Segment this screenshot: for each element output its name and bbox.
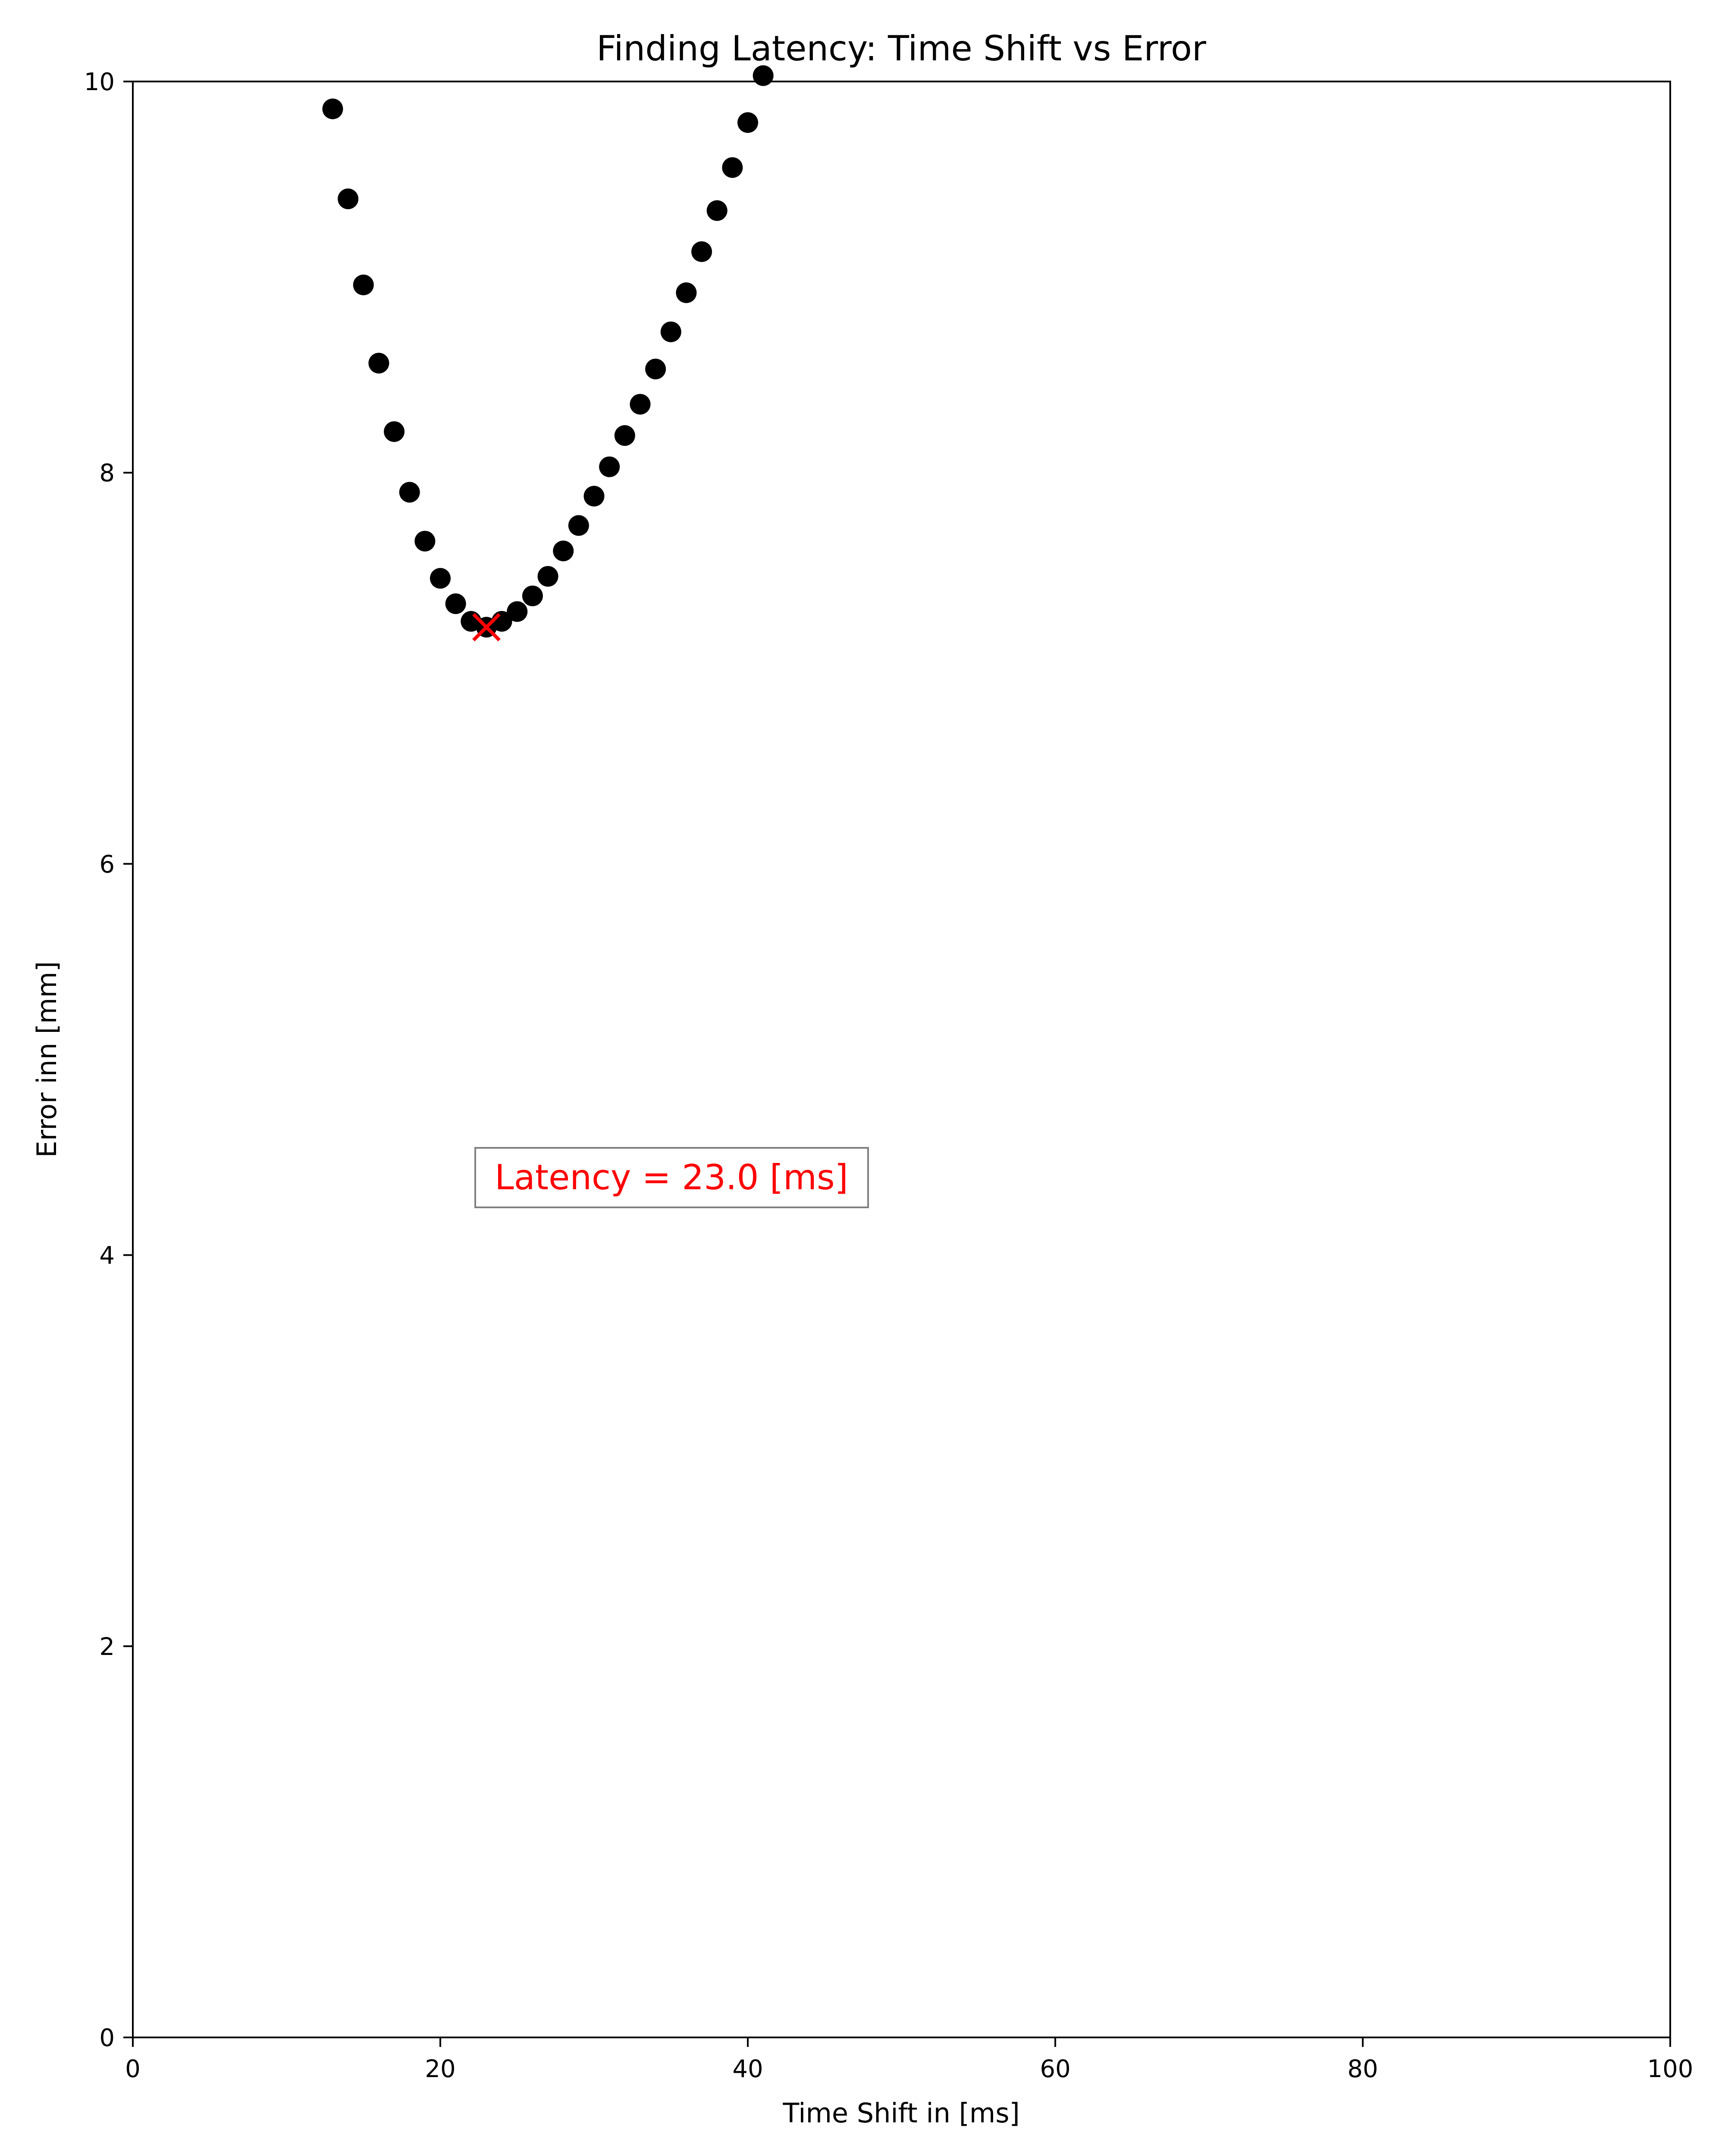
data-point [583,486,605,507]
data-point [384,421,405,442]
data-point [691,241,712,262]
y-tick-label: 8 [99,459,115,487]
y-tick-label: 2 [99,1633,115,1661]
annotation-box-frame [474,1147,869,1208]
data-point [630,394,651,415]
y-tick-label: 6 [99,850,115,878]
data-point [537,566,558,587]
data-point [753,65,774,86]
plot-area-frame [132,81,1671,2038]
data-point [507,601,528,622]
x-tick-label: 0 [125,2055,141,2083]
data-point [338,188,359,210]
x-tick-label: 60 [1040,2055,1070,2083]
x-tick-label: 20 [425,2055,455,2083]
x-tick-label: 80 [1347,2055,1378,2083]
data-point [322,98,343,119]
data-point [722,157,743,178]
chart-title: Finding Latency: Time Shift vs Error [596,28,1206,69]
data-point [706,200,728,221]
data-point [645,358,666,379]
y-axis-label: Error inn [mm] [31,961,63,1158]
y-tick-label: 4 [99,1242,115,1270]
annotation-text: Latency = 23.0 [ms] [495,1157,848,1197]
y-tick-label: 10 [84,68,115,96]
data-point [430,568,451,589]
data-point [368,353,389,374]
data-point [599,456,620,477]
annotation-box: Latency = 23.0 [ms] [474,1147,869,1208]
data-point [522,585,543,606]
data-point [614,425,635,446]
x-tick-label: 40 [732,2055,763,2083]
data-point [353,274,374,295]
data-point [660,321,681,342]
data-point [414,530,436,552]
data-point [399,482,420,503]
minimum-marker-layer [472,613,501,642]
minimum-marker-stroke [472,613,501,642]
data-point [553,540,574,561]
x-tick-label: 100 [1647,2055,1694,2083]
data-point [445,593,466,614]
y-tick-label: 0 [99,2024,115,2052]
ticks-layer: 0 20 40 60 80 100 0 2 4 6 8 10 [84,68,1694,2083]
data-point [737,112,758,133]
data-point [568,515,589,536]
x-axis-label: Time Shift in [ms] [782,2097,1019,2129]
points-layer [322,65,774,638]
data-point [676,282,697,303]
